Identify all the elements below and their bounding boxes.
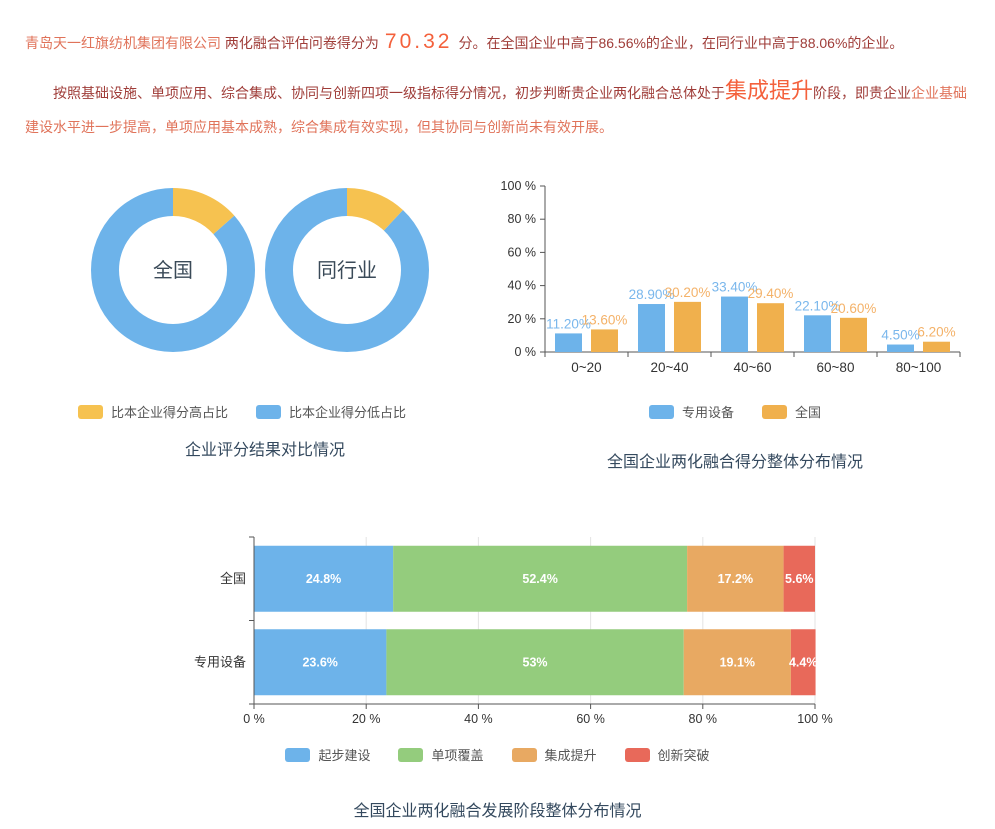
svg-text:5.6%: 5.6% bbox=[785, 572, 814, 586]
legend-label: 专用设备 bbox=[681, 405, 734, 420]
legend-swatch bbox=[762, 404, 787, 419]
svg-text:100 %: 100 % bbox=[797, 712, 832, 726]
donut-chart-legend: 比本企业得分高占比 比本企业得分低占比 bbox=[12, 402, 472, 421]
svg-text:29.40%: 29.40% bbox=[748, 286, 794, 301]
company-name: 青岛天一红旗纺机集团有限公司 bbox=[25, 35, 221, 51]
score-comparison-donut-charts: 全国 同行业 bbox=[88, 185, 432, 360]
legend-item[interactable]: 专用设备 bbox=[648, 402, 734, 421]
bar-chart-title: 全国企业两化融合得分整体分布情况 bbox=[606, 454, 863, 471]
svg-text:52.4%: 52.4% bbox=[522, 572, 557, 586]
bar-chart-legend: 专用设备 全国 bbox=[500, 402, 970, 421]
donut-chart-2: 同行业 bbox=[262, 185, 432, 360]
donut-center-label: 同行业 bbox=[317, 259, 377, 282]
svg-text:全国: 全国 bbox=[220, 571, 246, 586]
svg-text:23.6%: 23.6% bbox=[302, 655, 337, 669]
svg-text:100 %: 100 % bbox=[501, 179, 536, 193]
legend-label: 集成提升 bbox=[544, 748, 597, 763]
legend-swatch bbox=[77, 404, 103, 419]
stage-mid-text: 阶段，即贵企业 bbox=[813, 85, 912, 101]
svg-text:0 %: 0 % bbox=[243, 712, 265, 726]
legend-label: 比本企业得分低占比 bbox=[289, 405, 407, 420]
svg-text:40 %: 40 % bbox=[508, 279, 537, 293]
score-suffix: 分。在全国企业中高于86.56%的企业，在同行业中高于88.06%的企业。 bbox=[458, 35, 904, 51]
legend-item[interactable]: 集成提升 bbox=[511, 745, 597, 764]
svg-text:4.4%: 4.4% bbox=[789, 655, 818, 669]
legend-swatch bbox=[511, 747, 537, 762]
svg-text:80~100: 80~100 bbox=[896, 360, 941, 375]
svg-text:17.2%: 17.2% bbox=[718, 572, 753, 586]
legend-swatch bbox=[285, 747, 311, 762]
legend-item[interactable]: 起步建设 bbox=[285, 745, 370, 764]
svg-text:6.20%: 6.20% bbox=[917, 325, 955, 340]
svg-text:19.1%: 19.1% bbox=[720, 655, 755, 669]
stage-lead-text: 按照基础设施、单项应用、综合集成、协同与创新四项一级指标得分情况，初步判断贵企业… bbox=[53, 85, 725, 101]
legend-label: 全国 bbox=[795, 405, 822, 420]
legend-item[interactable]: 比本企业得分低占比 bbox=[256, 402, 406, 421]
stage-summary-paragraph: 按照基础设施、单项应用、综合集成、协同与创新四项一级指标得分情况，初步判断贵企业… bbox=[25, 74, 975, 144]
svg-text:13.60%: 13.60% bbox=[582, 312, 628, 327]
svg-text:80 %: 80 % bbox=[689, 712, 718, 726]
legend-swatch bbox=[624, 747, 650, 762]
score-distribution-bar-chart: 0 % 20 % 40 % 60 % 80 % 100 % 11.20%13.60% 0~20… bbox=[501, 179, 961, 375]
svg-text:0 %: 0 % bbox=[514, 345, 536, 359]
svg-text:22.10%: 22.10% bbox=[795, 298, 841, 313]
svg-text:20 %: 20 % bbox=[508, 312, 537, 326]
svg-text:60 %: 60 % bbox=[576, 712, 605, 726]
svg-text:11.20%: 11.20% bbox=[546, 316, 591, 331]
legend-item[interactable]: 单项覆盖 bbox=[398, 745, 484, 764]
svg-text:20~40: 20~40 bbox=[651, 360, 689, 375]
legend-item[interactable]: 创新突破 bbox=[624, 745, 710, 764]
stage-name: 集成提升 bbox=[725, 78, 814, 103]
svg-text:53%: 53% bbox=[523, 655, 548, 669]
svg-text:0~20: 0~20 bbox=[571, 360, 601, 375]
score-summary-paragraph: 青岛天一红旗纺机集团有限公司 两化融合评估问卷得分为 70.32 分。在全国企业中高… bbox=[25, 28, 985, 57]
stacked-chart-title: 全国企业两化融合发展阶段整体分布情况 bbox=[353, 803, 642, 820]
svg-text:33.40%: 33.40% bbox=[712, 280, 758, 295]
legend-swatch bbox=[256, 404, 281, 419]
svg-text:40 %: 40 % bbox=[464, 712, 493, 726]
donut-center-label: 全国 bbox=[153, 259, 193, 282]
legend-label: 创新突破 bbox=[657, 748, 710, 763]
svg-text:60~80: 60~80 bbox=[817, 360, 855, 375]
legend-label: 比本企业得分高占比 bbox=[110, 405, 228, 420]
score-value: 70.32 bbox=[384, 30, 453, 53]
donut-chart-title: 企业评分结果对比情况 bbox=[184, 442, 345, 459]
legend-item[interactable]: 比本企业得分高占比 bbox=[77, 402, 228, 421]
stage-tail-text: 企业基础建设水平进一步提高，单项应用基本成熟，综合集成有效实现，但其协同与创新尚… bbox=[25, 85, 968, 135]
svg-text:60 %: 60 % bbox=[508, 245, 537, 259]
svg-text:20 %: 20 % bbox=[352, 712, 381, 726]
svg-text:80 %: 80 % bbox=[508, 212, 537, 226]
svg-text:24.8%: 24.8% bbox=[306, 572, 341, 586]
legend-label: 起步建设 bbox=[318, 748, 371, 763]
svg-text:4.50%: 4.50% bbox=[881, 328, 919, 343]
svg-text:28.90%: 28.90% bbox=[629, 287, 675, 302]
legend-item[interactable]: 全国 bbox=[762, 402, 821, 421]
svg-text:30.20%: 30.20% bbox=[665, 285, 711, 300]
legend-label: 单项覆盖 bbox=[431, 748, 484, 763]
svg-text:40~60: 40~60 bbox=[734, 360, 772, 375]
svg-text:专用设备: 专用设备 bbox=[194, 654, 246, 669]
donut-chart-1: 全国 bbox=[88, 185, 258, 360]
score-label: 两化融合评估问卷得分为 bbox=[224, 35, 379, 51]
legend-swatch bbox=[398, 747, 424, 762]
stage-distribution-stacked-chart: 24.8% 52.4% 17.2% 5.6% 全国 23.6% 53% 19.1% 4.4% 专用… bbox=[194, 536, 833, 726]
legend-swatch bbox=[648, 404, 674, 419]
stacked-chart-legend: 起步建设 单项覆盖 集成提升 创新突破 bbox=[0, 745, 995, 764]
svg-text:20.60%: 20.60% bbox=[831, 301, 877, 316]
